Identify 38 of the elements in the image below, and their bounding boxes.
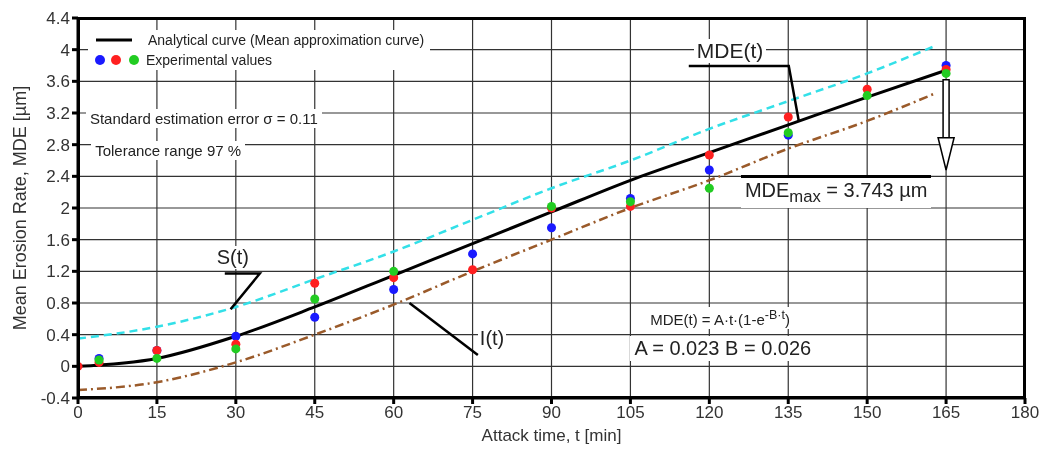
x-tick-label: 105	[616, 403, 645, 423]
y-tick-label: -0.4	[40, 389, 70, 409]
y-tick-label: 4	[60, 40, 70, 60]
y-tick-label: 2.4	[46, 167, 70, 187]
x-tick-label: 180	[1010, 403, 1040, 423]
series-label: S(t)	[214, 245, 251, 269]
y-axis-title: Mean Erosion Rate, MDE [µm]	[9, 85, 31, 331]
x-tick-label: 150	[852, 403, 882, 423]
annotation: Tolerance range 97 %	[95, 141, 242, 159]
y-tick-label: 1.2	[46, 262, 70, 282]
x-tick-label: 120	[695, 403, 724, 423]
y-tick-label: 0	[60, 357, 70, 377]
annotation: MDE(t) = A·t·(1-e$^{-B·t}$)	[650, 307, 790, 328]
x-tick-label: 15	[147, 403, 167, 423]
y-tick-label: 0.8	[46, 294, 70, 314]
text: I(t)	[477, 327, 507, 351]
annotation: A = 0.023 B = 0.026	[634, 337, 812, 360]
y-tick-label: 3.2	[46, 104, 70, 124]
y-tick-label: 0.4	[46, 325, 70, 345]
x-tick-label: 165	[931, 403, 961, 423]
y-tick-label: 2	[60, 199, 70, 219]
x-tick-label: 45	[305, 403, 325, 423]
y-tick-label: 4.4	[46, 9, 70, 29]
x-tick-label: 90	[542, 403, 561, 423]
y-tick-label: 3.6	[46, 72, 70, 92]
annotation: MDE(t)	[696, 38, 764, 62]
annotation: MDE$_{max}$ = 3.743 µm	[744, 178, 928, 206]
x-tick-label: 0	[73, 403, 83, 423]
legend-label: Analytical curve (Mean approximation curve)	[148, 32, 425, 48]
y-tick-label: 2.8	[46, 135, 70, 155]
legend-label: Experimental values	[146, 52, 273, 68]
x-tick-label: 135	[774, 403, 803, 423]
x-tick-label: 75	[463, 403, 483, 423]
y-tick-label: 1.6	[46, 230, 70, 250]
x-axis-title: Attack time, t [min]	[480, 426, 623, 446]
x-tick-label: 30	[226, 403, 246, 423]
x-tick-label: 60	[384, 403, 404, 423]
annotation: Standard estimation error σ = 0.11	[89, 110, 318, 128]
